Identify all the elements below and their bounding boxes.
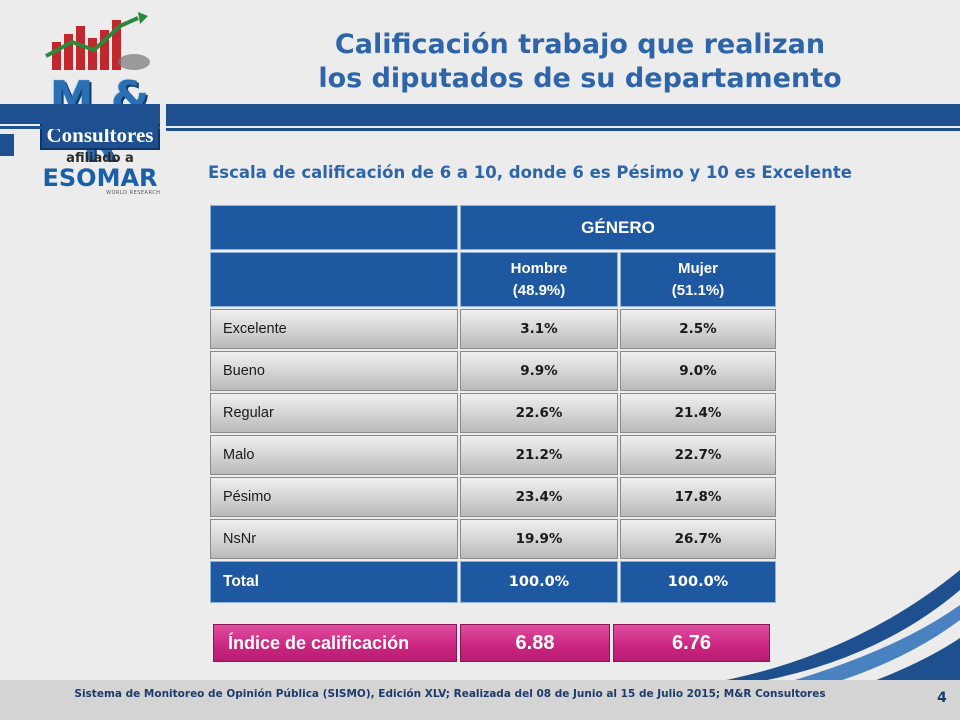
row-label-pesimo: Pésimo [210,477,458,517]
cell-bueno-hombre: 9.9% [460,351,618,391]
column-header-mujer-share: (51.1%) [671,281,725,299]
row-label-regular: Regular [210,393,458,433]
cell-malo-mujer: 22.7% [620,435,776,475]
page-title-line1: Calificación trabajo que realizan [334,29,826,60]
page-title-line2: los diputados de su departamento [318,63,842,94]
row-label-malo: Malo [210,435,458,475]
header-bar-left-small [0,134,14,156]
logo-org-text: ESOMAR [42,164,158,192]
logo-org-tagline: WORLD RESEARCH [106,190,161,196]
page-subtitle: Escala de calificación de 6 a 10, donde … [208,163,852,182]
cell-excelente-hombre: 3.1% [460,309,618,349]
footer-source: Sistema de Monitoreo de Opinión Pública … [74,688,826,700]
row-label-excelente: Excelente [210,309,458,349]
header-bar-right-thin [166,128,960,131]
decorative-swoosh [700,570,960,690]
page-number: 4 [937,690,947,706]
logo-affiliation-text: afiliado a [66,151,134,166]
column-header-hombre-name: Hombre [510,259,568,277]
results-table: GÉNERO Hombre (48.9%) Mujer (51.1%) Exce… [210,205,778,605]
column-header-hombre-share: (48.9%) [512,281,566,299]
index-value-hombre: 6.88 [460,624,610,662]
logo-company-text: Consultores [40,120,160,150]
page-title: Calificación trabajo que realizan los di… [240,28,920,96]
cell-excelente-mujer: 2.5% [620,309,776,349]
index-label: Índice de calificación [213,624,457,662]
column-header-mujer: Mujer (51.1%) [620,252,776,307]
header-bar-left-thin [0,126,160,129]
chart-logo-icon [45,12,150,70]
table-corner-top [210,205,458,250]
cell-pesimo-mujer: 17.8% [620,477,776,517]
cell-nsnr-mujer: 26.7% [620,519,776,559]
cell-pesimo-hombre: 23.4% [460,477,618,517]
cell-total-mujer: 100.0% [620,561,776,603]
header-bar-right [166,104,960,126]
company-logo: M & R Consultores afiliado a ESOMAR WORL… [30,12,160,196]
column-header-hombre: Hombre (48.9%) [460,252,618,307]
footer-bar [0,680,960,720]
cell-nsnr-hombre: 19.9% [460,519,618,559]
row-label-bueno: Bueno [210,351,458,391]
cell-malo-hombre: 21.2% [460,435,618,475]
cell-regular-mujer: 21.4% [620,393,776,433]
cell-regular-hombre: 22.6% [460,393,618,433]
header-bar-left [0,104,160,124]
group-header-gender: GÉNERO [460,205,776,250]
cell-total-hombre: 100.0% [460,561,618,603]
row-label-nsnr: NsNr [210,519,458,559]
column-header-mujer-name: Mujer [677,259,718,277]
table-corner-sub [210,252,458,307]
row-label-total: Total [210,561,458,603]
index-value-mujer: 6.76 [613,624,770,662]
cell-bueno-mujer: 9.0% [620,351,776,391]
